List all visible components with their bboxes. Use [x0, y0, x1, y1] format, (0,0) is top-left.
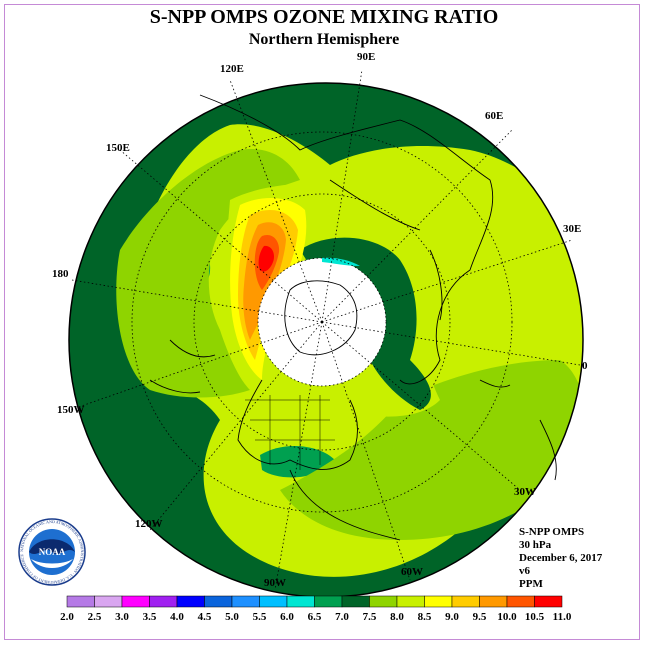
- colorbar-swatch: [424, 595, 453, 608]
- colorbar-tick-label: 2.0: [60, 611, 74, 623]
- colorbar-swatch: [341, 595, 370, 608]
- colorbar-tick-label: 6.5: [308, 611, 322, 623]
- colorbar-tick-label: 9.5: [473, 611, 487, 623]
- info-version: v6: [519, 565, 530, 577]
- lon-label-120e: 120E: [220, 63, 244, 75]
- map-title: S-NPP OMPS OZONE MIXING RATIO: [149, 6, 499, 28]
- info-date: December 6, 2017: [519, 552, 603, 564]
- lon-label-150e: 150E: [106, 142, 130, 154]
- lon-label-180: 180: [52, 268, 69, 280]
- colorbar-swatch: [149, 595, 178, 608]
- colorbar-tick-label: 4.0: [170, 611, 184, 623]
- noaa-logo-text: NOAA: [39, 547, 66, 557]
- colorbar-swatch: [66, 595, 95, 608]
- colorbar-swatch: [479, 595, 508, 608]
- colorbar-tick-label: 6.0: [280, 611, 294, 623]
- colorbar-tick-label: 3.0: [115, 611, 129, 623]
- colorbar-swatch: [506, 595, 535, 608]
- colorbar-tick-label: 9.0: [445, 611, 459, 623]
- lon-label-60w: 60W: [401, 566, 423, 578]
- contour-10-5-red: [258, 245, 274, 272]
- colorbar-tick-label: 3.5: [143, 611, 157, 623]
- info-block: S-NPP OMPS 30 hPa December 6, 2017 v6 PP…: [519, 526, 602, 591]
- colorbar-swatch: [121, 595, 150, 608]
- colorbar-swatch: [369, 595, 398, 608]
- lon-label-30w: 30W: [514, 486, 536, 498]
- colorbar-tick-label: 10.0: [497, 611, 517, 623]
- lon-label-90w: 90W: [264, 577, 286, 589]
- noaa-logo: NOAA NATIONAL OCEANIC AND ATMOSPHERIC AD…: [18, 518, 86, 586]
- colorbar-swatch: [396, 595, 425, 608]
- contour-7-5-light-green: [116, 149, 300, 398]
- colorbar-swatch: [534, 595, 563, 608]
- colorbar-swatch: [286, 595, 315, 608]
- contour-6-5-green-south: [260, 445, 335, 478]
- colorbar-tick-label: 2.5: [88, 611, 102, 623]
- colorbar-swatch: [231, 595, 260, 608]
- contour-7-5-light-green-atlantic: [280, 360, 583, 540]
- info-level: 30 hPa: [519, 539, 552, 551]
- lon-label-0: 0: [582, 360, 588, 372]
- colorbar: 2.0 2.5 3.0 3.5 4.0 4.5 5.0 5.5 6.0 6.5 7.0 7.5 8.0 8…: [60, 595, 572, 623]
- colorbar-swatch: [204, 595, 233, 608]
- lon-label-60e: 60E: [485, 110, 504, 122]
- colorbar-tick-label: 11.0: [553, 611, 572, 623]
- lon-label-30e: 30E: [563, 223, 582, 235]
- colorbar-swatch: [94, 595, 123, 608]
- contour-7-0-dark-green: [69, 83, 583, 597]
- image-frame: [4, 4, 640, 640]
- colorbar-tick-label: 8.5: [418, 611, 432, 623]
- map-subtitle: Northern Hemisphere: [248, 31, 400, 48]
- info-instrument: S-NPP OMPS: [519, 526, 585, 538]
- colorbar-swatch: [176, 595, 205, 608]
- colorbar-swatch: [451, 595, 480, 608]
- info-units: PPM: [519, 578, 543, 590]
- colorbar-tick-label: 5.5: [253, 611, 267, 623]
- coastlines: [149, 94, 557, 541]
- colorbar-swatch: [314, 595, 343, 608]
- colorbar-tick-label: 5.0: [225, 611, 239, 623]
- cyan-patch: [322, 257, 360, 266]
- colorbar-tick-label: 8.0: [390, 611, 404, 623]
- colorbar-tick-label: 10.5: [525, 611, 545, 623]
- lon-label-90e: 90E: [357, 51, 376, 63]
- lon-label-120w: 120W: [135, 518, 163, 530]
- colorbar-tick-label: 7.0: [335, 611, 349, 623]
- lon-label-150w: 150W: [57, 404, 85, 416]
- graticule: [69, 69, 581, 591]
- colorbar-swatch: [259, 595, 288, 608]
- colorbar-tick-label: 4.5: [198, 611, 212, 623]
- colorbar-tick-label: 7.5: [363, 611, 377, 623]
